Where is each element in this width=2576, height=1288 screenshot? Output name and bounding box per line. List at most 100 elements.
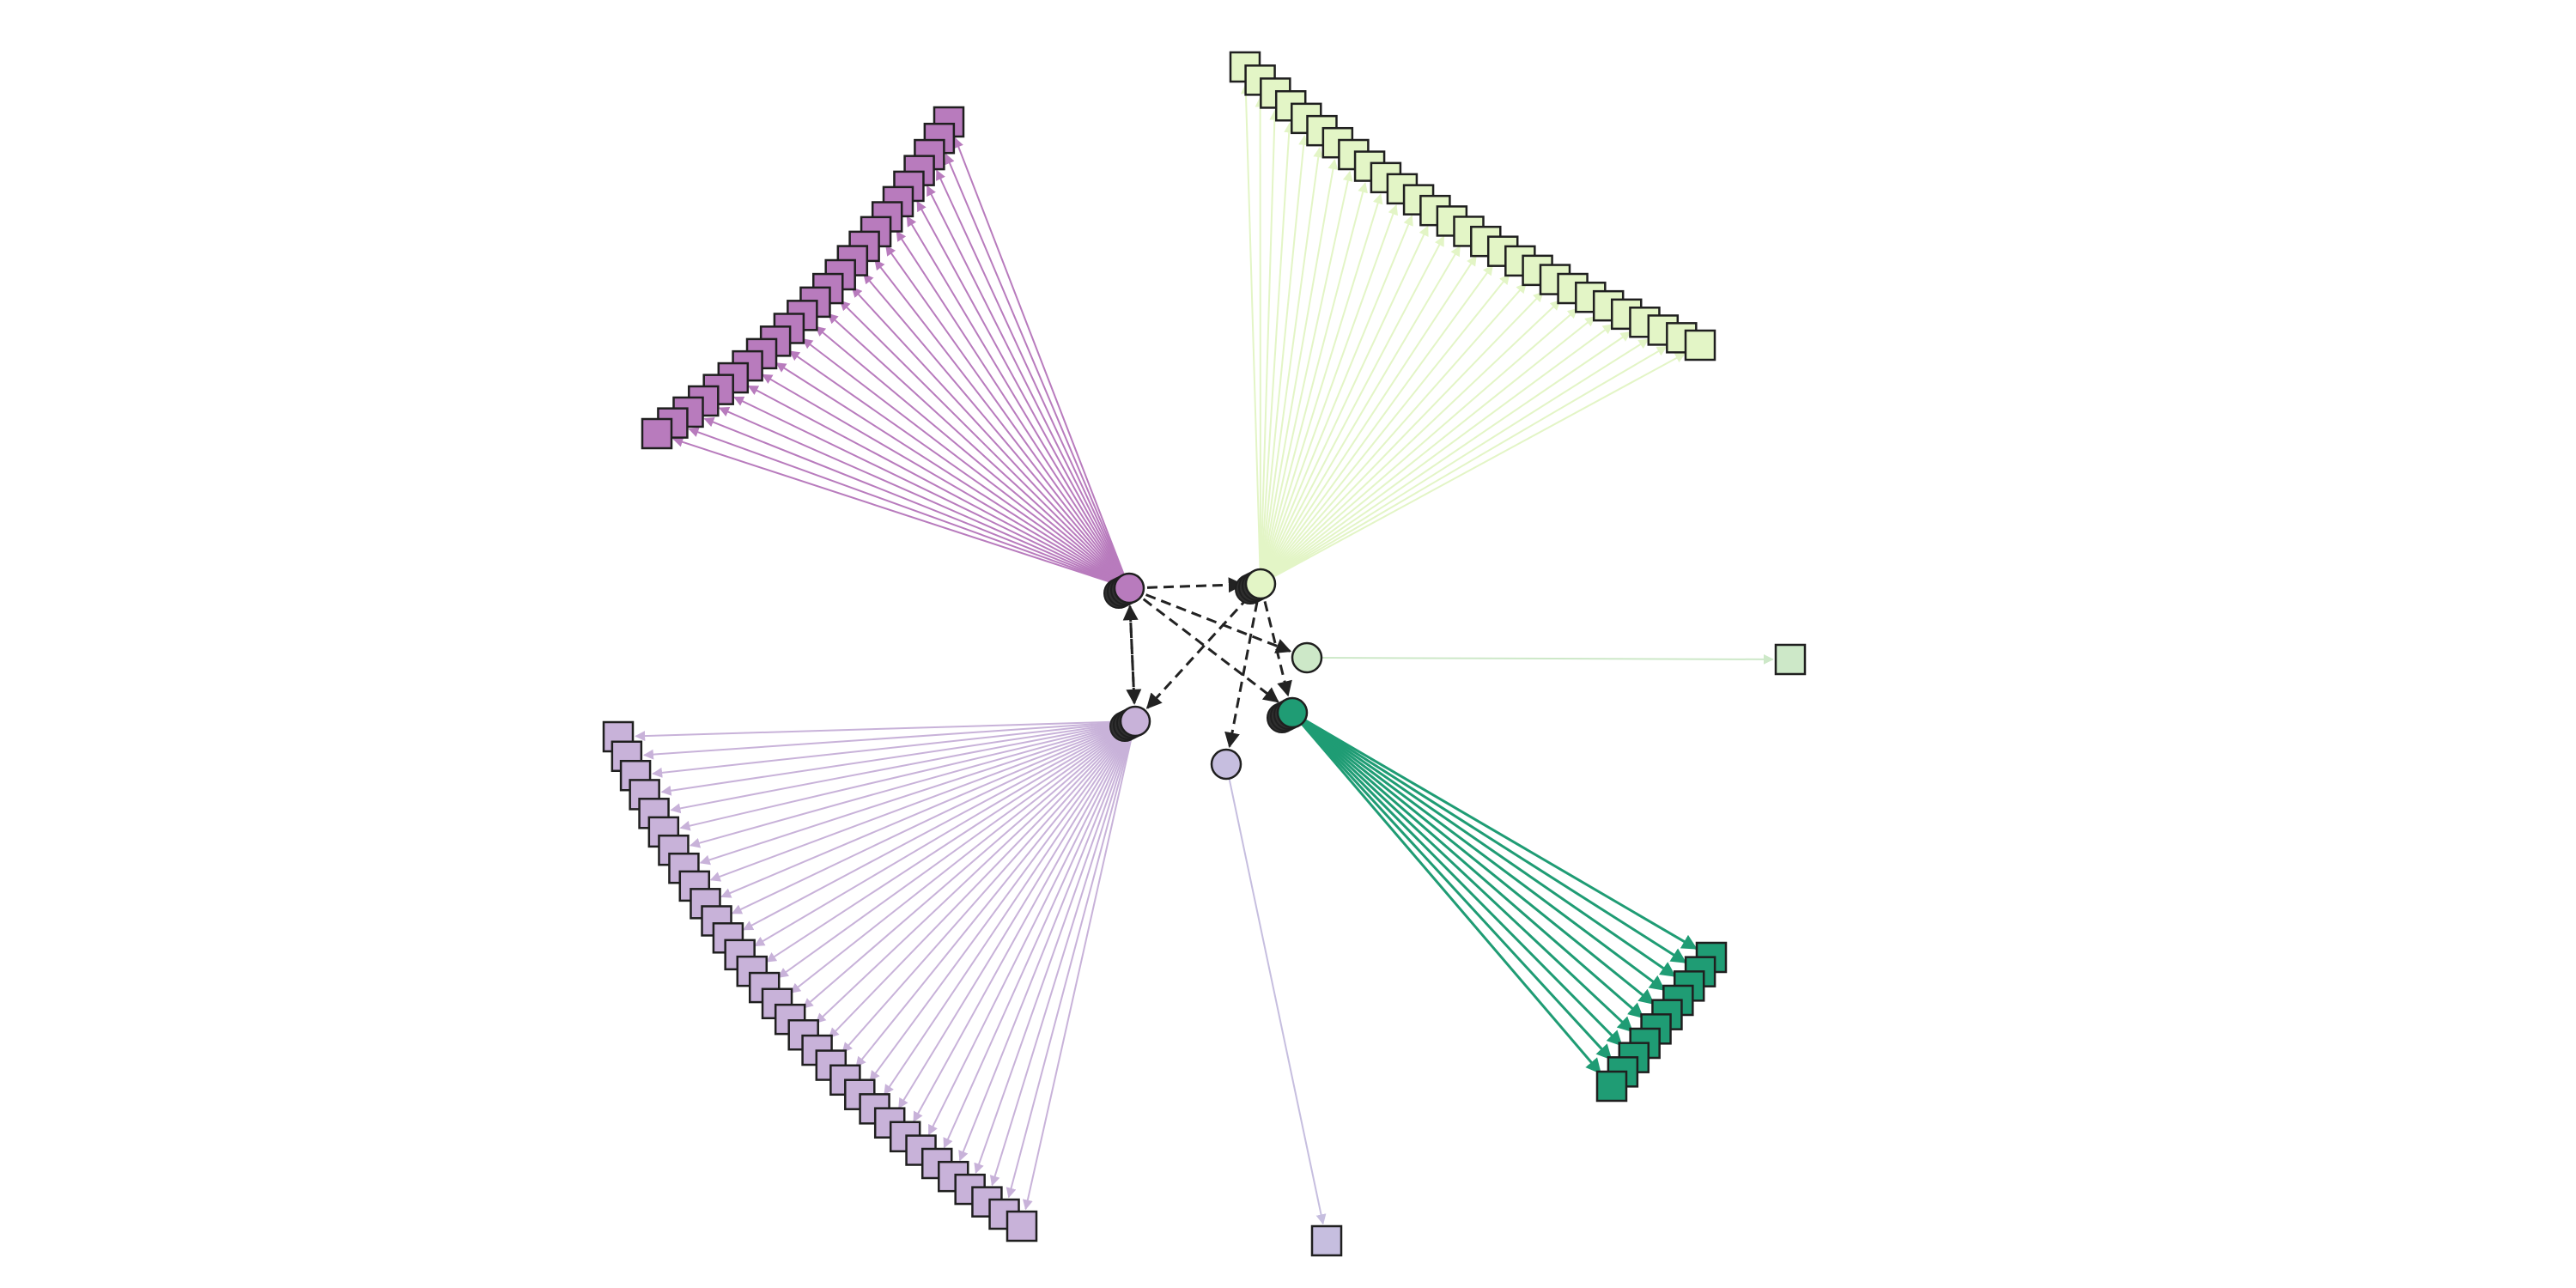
purple-leaf-edge	[906, 216, 1123, 576]
lavender-leaf-edge	[869, 732, 1127, 1082]
purple-leaf-edge	[874, 259, 1121, 578]
purple-leaf-edge	[953, 137, 1125, 575]
lavender-leaf-edge	[689, 724, 1121, 848]
lavender-leaf-edge	[802, 730, 1125, 1009]
lavender-leaf-edge	[765, 728, 1124, 963]
teal-leaf-edge	[1303, 720, 1666, 992]
light-green-leaf-node[interactable]	[1684, 329, 1716, 361]
lavender-leaf-edge	[855, 732, 1127, 1067]
light-green-leaf-edge	[1261, 122, 1295, 570]
purple-leaf-edge	[747, 385, 1117, 582]
light-green-leaf-edge	[1265, 215, 1413, 571]
teal-leaf-edge	[1301, 722, 1613, 1060]
teal-leaf-edge	[1300, 722, 1601, 1074]
teal-leaf-edge	[1301, 722, 1623, 1047]
lavender-leaf-edge	[974, 734, 1132, 1174]
teal-leaf-edge	[1303, 720, 1655, 1005]
lavender-leaf-edge	[897, 732, 1128, 1109]
lavender-leaf-edge	[670, 723, 1121, 814]
light-green-leaf-edge	[1268, 264, 1494, 573]
light-green-leaf-edge	[1267, 235, 1445, 572]
light-green-leaf-edge	[1270, 300, 1561, 575]
periwinkle-leaf-edge	[1228, 778, 1327, 1225]
light-green-leaf-edge	[1261, 147, 1324, 570]
light-green-hub-node[interactable]	[1244, 568, 1277, 600]
lavender-leaf-edge	[699, 725, 1122, 866]
lavender-leaf-edge	[841, 732, 1127, 1054]
lavender-leaf-edge	[884, 732, 1128, 1096]
lavender-leaf-edge	[943, 734, 1130, 1149]
lavender-leaf-edge	[958, 734, 1131, 1162]
mint-leaf-node[interactable]	[1774, 643, 1807, 676]
mint-hub-node[interactable]	[1291, 641, 1323, 674]
lavender-leaf-edge	[652, 721, 1121, 778]
leaf-nodes	[602, 51, 1807, 1257]
teal-leaf-edge	[1302, 721, 1644, 1019]
lavender-leaf-edge	[643, 721, 1121, 760]
lavender-leaf-edge	[635, 720, 1121, 742]
teal-leaf-edge	[1303, 720, 1676, 977]
lavender-leaf-edge	[742, 727, 1123, 931]
purple-leaf-edge	[718, 407, 1116, 584]
purple-leaf-edge	[851, 287, 1121, 579]
purple-leaf-edge	[703, 416, 1116, 584]
lavender-leaf-edge	[1005, 735, 1133, 1199]
light-green-leaf-edge	[1260, 109, 1280, 570]
purple-hub-node[interactable]	[1113, 572, 1145, 605]
lavender-leaf-edge	[989, 734, 1132, 1187]
light-green-leaf-edge	[1272, 338, 1649, 577]
dependency-edge-light-green-to-lavender	[1145, 596, 1249, 709]
light-green-leaf-edge	[1272, 331, 1631, 577]
leaf-edges	[635, 83, 1774, 1225]
teal-leaf-edge	[1303, 719, 1698, 951]
mint-leaf-edge	[1321, 653, 1774, 665]
lavender-leaf-edge	[679, 723, 1121, 831]
lavender-leaf-edge	[777, 729, 1124, 978]
light-green-leaf-edge	[1273, 352, 1686, 578]
teal-hub-node[interactable]	[1276, 696, 1309, 729]
purple-leaf-edge	[802, 338, 1119, 580]
teal-leaf-edge	[1303, 719, 1687, 963]
purple-leaf-edge	[762, 374, 1117, 582]
light-green-leaf-edge	[1263, 182, 1368, 570]
hub-nodes	[1103, 568, 1323, 781]
lavender-leaf-edge	[754, 727, 1123, 947]
light-green-leaf-edge	[1264, 193, 1383, 571]
purple-leaf-node[interactable]	[641, 417, 673, 450]
light-green-leaf-edge	[1266, 225, 1429, 572]
teal-leaf-node[interactable]	[1595, 1070, 1628, 1103]
dependency-edge-purple-to-teal	[1142, 598, 1279, 703]
light-green-leaf-edge	[1268, 273, 1510, 574]
lavender-leaf-edge	[731, 726, 1123, 914]
light-green-leaf-edge	[1269, 283, 1527, 574]
light-green-leaf-edge	[1261, 159, 1339, 570]
purple-leaf-edge	[775, 362, 1118, 581]
lavender-leaf-node[interactable]	[1005, 1210, 1038, 1242]
light-green-leaf-edge	[1264, 204, 1399, 571]
lavender-leaf-edge	[828, 731, 1126, 1039]
purple-leaf-edge	[672, 437, 1116, 585]
light-green-leaf-edge	[1240, 83, 1261, 570]
purple-leaf-edge	[896, 230, 1122, 577]
dependency-edge-purple-to-light-green	[1146, 577, 1244, 593]
lavender-hub-node[interactable]	[1119, 705, 1151, 738]
lavender-leaf-node[interactable]	[761, 987, 793, 1020]
lavender-leaf-edge	[709, 726, 1122, 882]
lavender-leaf-edge	[720, 726, 1122, 898]
purple-leaf-edge	[839, 300, 1120, 579]
lavender-leaf-node[interactable]	[647, 816, 680, 848]
purple-leaf-edge	[827, 313, 1120, 580]
purple-leaf-edge	[863, 273, 1121, 578]
purple-leaf-edge	[815, 325, 1119, 580]
lavender-leaf-edge	[927, 733, 1130, 1136]
purple-leaf-edge	[935, 169, 1124, 575]
dependency-edge-light-green-to-periwinkle	[1224, 601, 1259, 749]
periwinkle-leaf-node[interactable]	[1310, 1224, 1343, 1257]
dependency-edges	[1122, 577, 1292, 749]
periwinkle-hub-node[interactable]	[1210, 748, 1242, 781]
light-green-leaf-edge	[1272, 324, 1613, 576]
light-green-leaf-edge	[1261, 134, 1309, 570]
purple-leaf-edge	[945, 153, 1125, 575]
lavender-leaf-edge	[913, 733, 1129, 1122]
